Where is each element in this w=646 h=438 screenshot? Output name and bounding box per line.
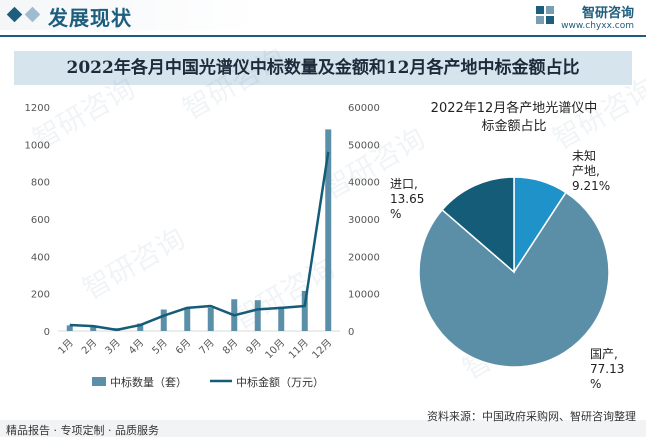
legend-bar-swatch (92, 377, 106, 386)
pie-slice-label: 未知 (572, 149, 596, 163)
y-right-tick-label: 0 (348, 327, 354, 338)
bar-quantity (90, 325, 97, 331)
pie-slice-label: 77.13 (590, 362, 624, 376)
watermark-text: 智研咨询 (177, 41, 291, 126)
x-tick-label: 1月 (56, 337, 76, 357)
x-tick-label: 12月 (310, 337, 335, 362)
y-left-tick-label: 0 (44, 327, 50, 338)
x-tick-label: 11月 (286, 337, 311, 362)
pie-slice-label: % (590, 377, 601, 391)
y-right-tick-label: 20000 (348, 252, 380, 263)
chart-banner: 2022年各月中国光谱仪中标数量及金额和12月各产地中标金额占比 (14, 51, 632, 85)
logo-name: 智研咨询 (581, 6, 634, 21)
y-right-tick-label: 50000 (348, 140, 380, 151)
y-right-tick-label: 30000 (348, 215, 380, 226)
bar-quantity (184, 308, 191, 331)
line-amount (69, 151, 330, 332)
pie-slice-label: 9.21% (572, 179, 610, 193)
pie-slice-label: 国产, (590, 347, 618, 361)
header: 发展现状 智研咨询 www.chyxx.com (0, 0, 646, 31)
bar-quantity (254, 300, 261, 331)
logo-url: www.chyxx.com (561, 21, 634, 31)
header-bar (0, 0, 646, 30)
y-left-tick-label: 200 (31, 290, 50, 301)
header-divider (0, 35, 646, 37)
combo-chart: 0 200 400 600 800 1000 1200 0 10000 20000 30000 400… (25, 103, 380, 389)
x-tick-label: 2月 (79, 337, 99, 357)
pie-slice (441, 176, 515, 274)
pie-slice-label: 13.65 (390, 192, 424, 206)
bar-quantity (137, 323, 144, 331)
legend-bar-label: 中标数量（套） (110, 375, 187, 389)
pie-slice-label: 进口, (390, 177, 418, 191)
pie-title-line: 标金额占比 (481, 118, 546, 134)
legend-line-label: 中标金额（万元） (236, 375, 324, 389)
y-right-tick-label: 40000 (348, 178, 380, 189)
bar-quantity (207, 307, 214, 331)
y-left-tick-label: 1000 (25, 140, 50, 151)
logo: 智研咨询 www.chyxx.com (536, 2, 634, 31)
x-tick-label: 7月 (197, 337, 217, 357)
bar-quantity (160, 309, 167, 331)
y-left-tick-label: 1200 (25, 103, 50, 114)
footer-slogan: 精品报告 · 专项定制 · 品质服务 (6, 424, 159, 437)
bar-quantity (278, 306, 285, 331)
bar-quantity (66, 325, 73, 331)
y-left-tick-label: 800 (31, 178, 50, 189)
x-tick-label: 8月 (220, 337, 240, 357)
pie-slice-label: % (390, 207, 401, 221)
x-tick-label: 4月 (126, 337, 146, 357)
logo-mark-icon (536, 6, 555, 24)
bar-quantity (325, 129, 332, 331)
y-right-tick-label: 10000 (348, 290, 380, 301)
pie-slice (418, 191, 610, 368)
x-tick-label: 5月 (150, 337, 170, 357)
footer: 精品报告 · 专项定制 · 品质服务 (0, 420, 646, 437)
banner-title: 2022年各月中国光谱仪中标数量及金额和12月各产地中标金额占比 (66, 58, 580, 78)
y-right-tick-label: 60000 (348, 103, 380, 114)
section-title: 发展现状 (48, 6, 132, 30)
data-source: 资料来源：中国政府采购网、智研咨询整理 (427, 410, 636, 423)
pie-slice-label: 产地, (572, 164, 600, 178)
x-tick-label: 9月 (244, 337, 264, 357)
x-tick-label: 3月 (103, 337, 123, 357)
y-left-tick-label: 600 (31, 215, 50, 226)
x-tick-label: 6月 (173, 337, 193, 357)
y-left-tick-label: 400 (31, 252, 50, 263)
watermark-text: 智研咨询 (77, 221, 191, 306)
bar-quantity (301, 290, 308, 331)
x-tick-label: 10月 (263, 337, 288, 362)
pie-title-line: 2022年12月各产地光谱仪中 (431, 100, 598, 116)
